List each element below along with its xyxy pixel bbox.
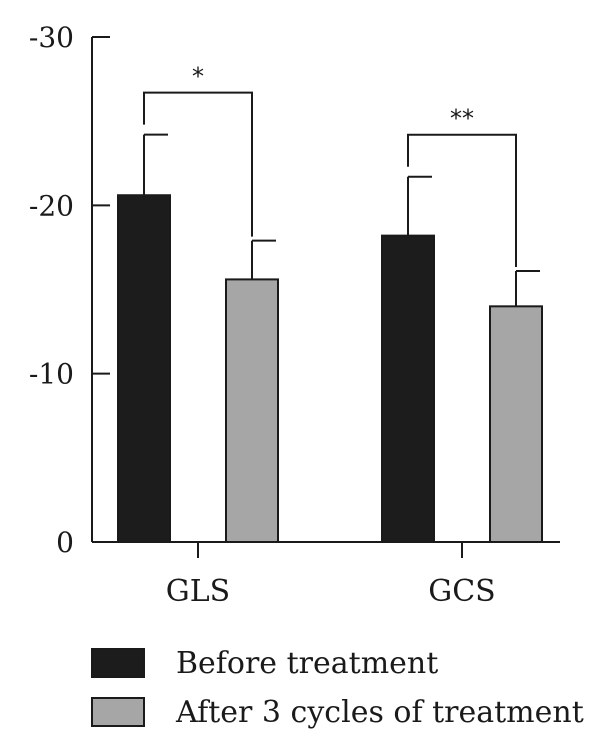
axes: 0 -10 -20 -30 bbox=[29, 21, 560, 559]
legend-swatch-after bbox=[91, 697, 145, 727]
legend-label-after: After 3 cycles of treatment bbox=[175, 695, 584, 730]
legend: Before treatment After 3 cycles of treatm… bbox=[91, 646, 584, 730]
legend-label-before: Before treatment bbox=[176, 646, 438, 681]
y-tick-label: 0 bbox=[56, 526, 74, 559]
bar-before-gcs bbox=[381, 234, 435, 543]
significance-bracket-gls bbox=[143, 91, 253, 237]
x-tick-label-gcs: GCS bbox=[428, 574, 495, 609]
legend-swatch-before bbox=[91, 648, 145, 678]
significance-brackets: *** bbox=[143, 63, 517, 267]
bar-after-gcs bbox=[489, 305, 543, 544]
significance-bracket-gcs bbox=[407, 133, 517, 267]
significance-label-gcs: ** bbox=[450, 105, 474, 133]
x-tick-label-gls: GLS bbox=[166, 574, 230, 609]
y-tick-label: -30 bbox=[29, 21, 74, 54]
significance-label-gls: * bbox=[192, 63, 204, 91]
y-tick-label: -20 bbox=[29, 189, 74, 222]
bars bbox=[117, 194, 543, 544]
y-tick-label: -10 bbox=[29, 358, 74, 391]
category-labels: GLS GCS bbox=[166, 574, 496, 609]
bar-after-gls bbox=[225, 278, 279, 543]
error-bars bbox=[143, 133, 540, 307]
bar-before-gls bbox=[117, 194, 171, 543]
